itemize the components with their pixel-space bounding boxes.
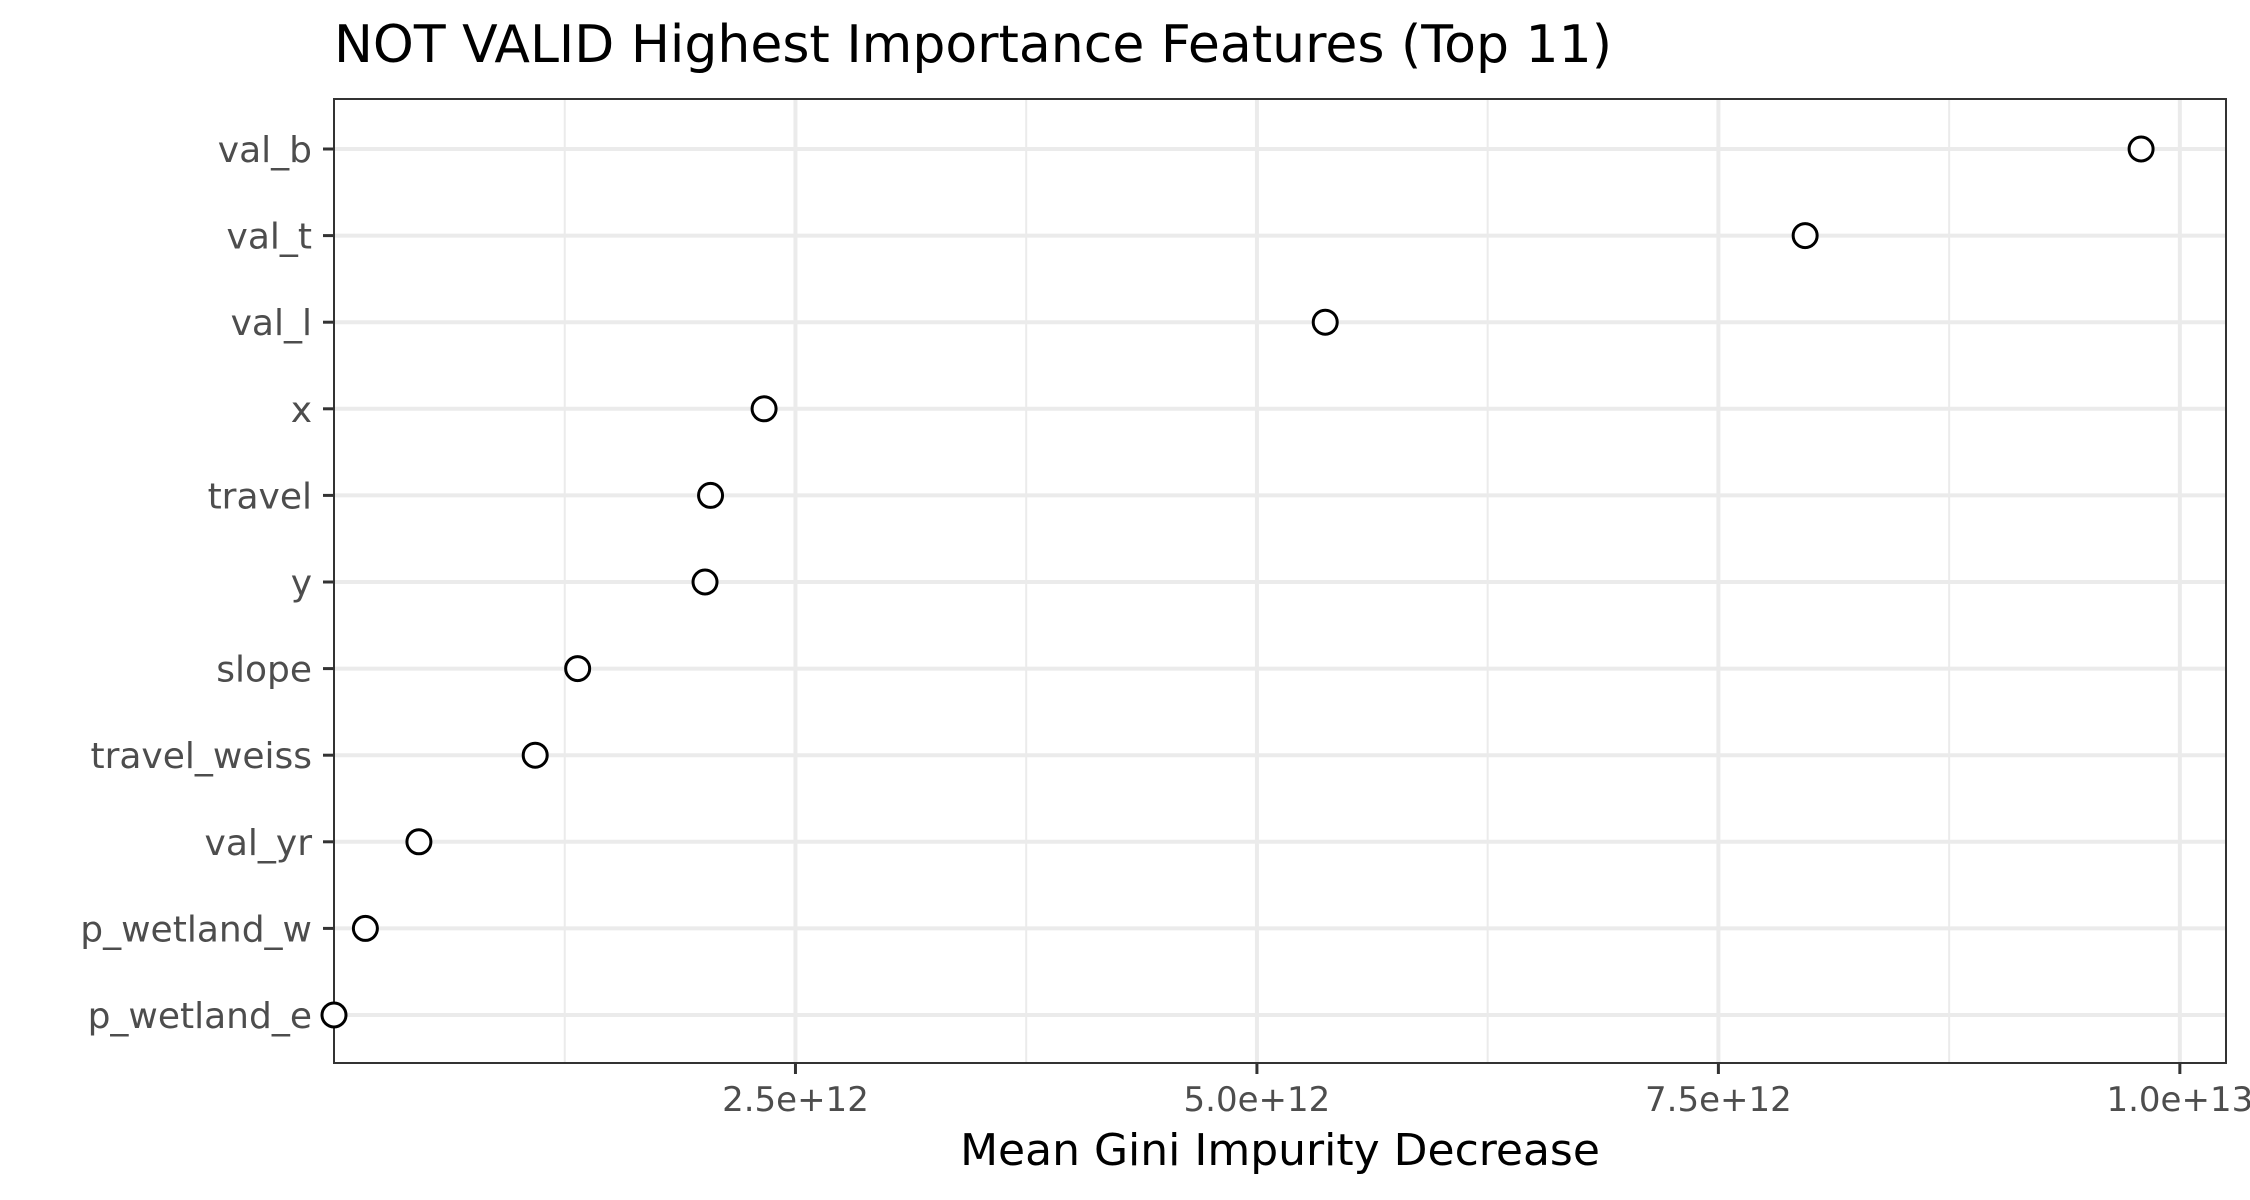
y-tick-label: travel_weiss bbox=[90, 736, 312, 777]
data-point bbox=[1791, 222, 1819, 250]
y-tick-label: p_wetland_e bbox=[88, 996, 312, 1037]
data-point bbox=[697, 481, 725, 509]
x-tick-label: 2.5e+12 bbox=[722, 1080, 869, 1120]
data-point bbox=[351, 914, 379, 942]
y-tick-label: val_b bbox=[218, 130, 312, 171]
y-tick-label: x bbox=[291, 390, 312, 431]
x-tick-label: 5.0e+12 bbox=[1184, 1080, 1331, 1120]
grid-lines bbox=[334, 99, 2226, 1063]
data-points bbox=[320, 135, 2155, 1029]
data-point bbox=[521, 741, 549, 769]
y-tick-label: val_l bbox=[231, 303, 312, 344]
axis-ticks bbox=[323, 147, 2182, 1074]
x-axis-title: Mean Gini Impurity Decrease bbox=[960, 1125, 1600, 1176]
y-tick-labels: val_b val_t val_lx travel y slope travel_weiss… bbox=[80, 130, 312, 1037]
data-point bbox=[320, 1001, 348, 1029]
y-tick-label: y bbox=[291, 563, 312, 604]
y-tick-label: val_t bbox=[227, 217, 312, 258]
data-point bbox=[405, 828, 433, 856]
data-point bbox=[750, 395, 778, 423]
y-tick-label: slope bbox=[216, 650, 312, 691]
x-tick-labels: 2.5e+12 5.0e+12 7.5e+12 1.0e+13 bbox=[722, 1080, 2250, 1120]
data-point bbox=[691, 568, 719, 596]
y-tick-label: p_wetland_w bbox=[80, 909, 312, 950]
y-tick-label: travel bbox=[208, 476, 312, 517]
y-tick-label: val_yr bbox=[205, 823, 313, 864]
data-point bbox=[2127, 135, 2155, 163]
data-point bbox=[564, 655, 592, 683]
x-tick-label: 1.0e+13 bbox=[2106, 1080, 2250, 1120]
x-tick-label: 7.5e+12 bbox=[1645, 1080, 1792, 1120]
chart-title: NOT VALID Highest Importance Features (T… bbox=[334, 15, 1612, 75]
data-point bbox=[1311, 308, 1339, 336]
